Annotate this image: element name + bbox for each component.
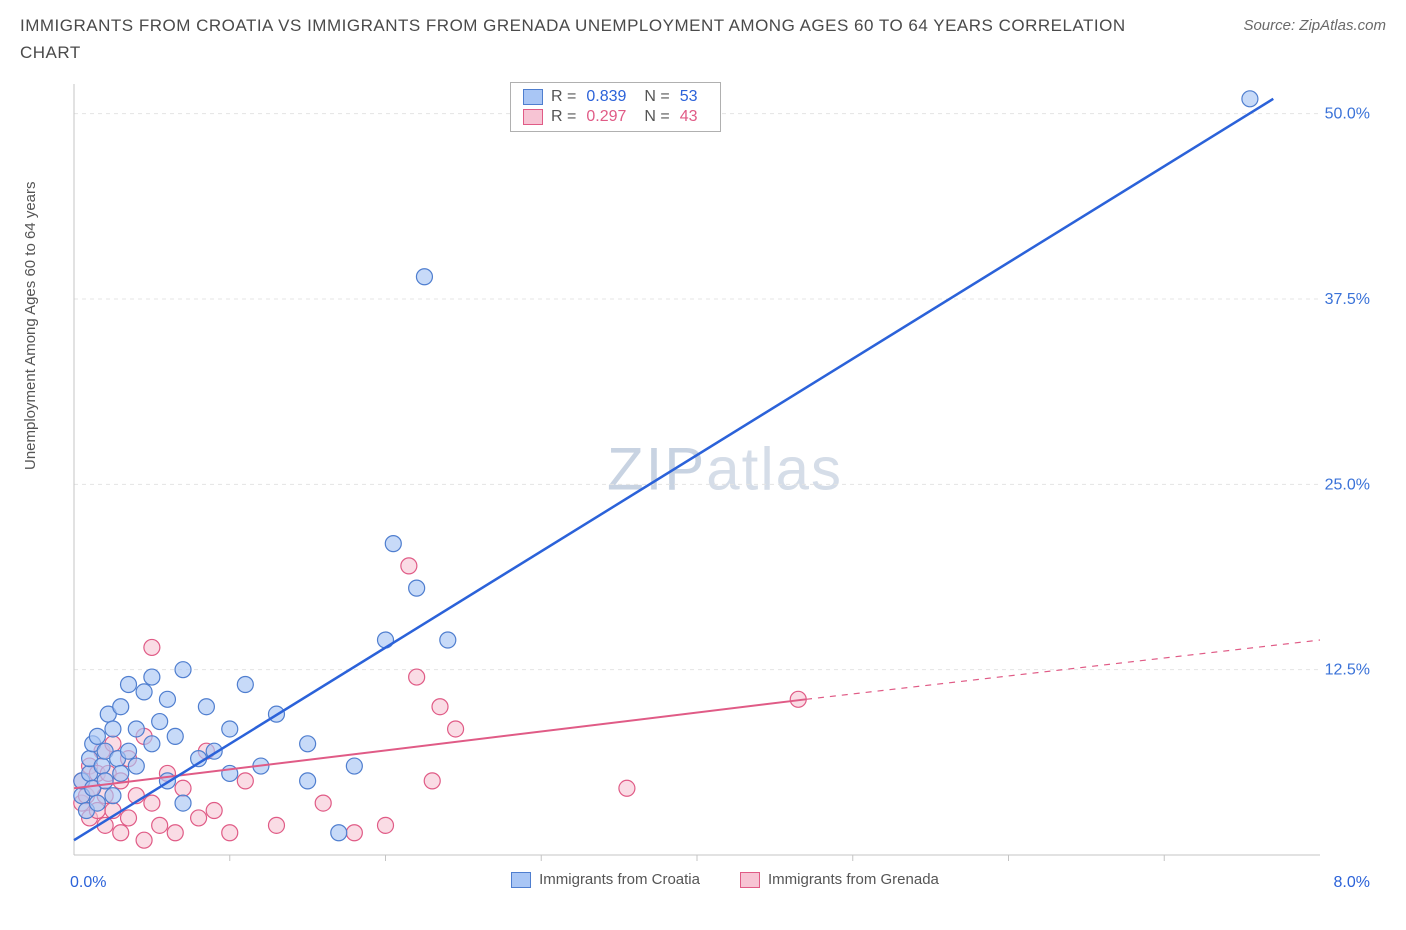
- chart-area: ZIPatlas 12.5%25.0%37.5%50.0% R = 0.839 …: [70, 80, 1380, 890]
- x-axis-origin-label: 0.0%: [70, 874, 106, 892]
- n-label: N =: [644, 88, 669, 106]
- swatch-croatia: [511, 872, 531, 888]
- legend-label: Immigrants from Croatia: [539, 871, 700, 888]
- r-value-grenada: 0.297: [586, 108, 626, 126]
- svg-text:25.0%: 25.0%: [1325, 476, 1370, 493]
- r-label: R =: [551, 88, 576, 106]
- legend-label: Immigrants from Grenada: [768, 871, 939, 888]
- svg-text:50.0%: 50.0%: [1325, 106, 1370, 123]
- n-label: N =: [644, 108, 669, 126]
- legend-item-croatia: Immigrants from Croatia: [511, 871, 700, 888]
- r-label: R =: [551, 108, 576, 126]
- legend-row-grenada: R = 0.297 N = 43: [523, 107, 708, 127]
- n-value-grenada: 43: [680, 108, 698, 126]
- n-value-croatia: 53: [680, 88, 698, 106]
- svg-text:12.5%: 12.5%: [1325, 662, 1370, 679]
- chart-title: IMMIGRANTS FROM CROATIA VS IMMIGRANTS FR…: [20, 12, 1140, 66]
- swatch-croatia: [523, 89, 543, 105]
- svg-text:37.5%: 37.5%: [1325, 291, 1370, 308]
- r-value-croatia: 0.839: [586, 88, 626, 106]
- y-axis-title: Unemployment Among Ages 60 to 64 years: [22, 181, 39, 470]
- bottom-legend: Immigrants from Croatia Immigrants from …: [70, 871, 1380, 888]
- legend-item-grenada: Immigrants from Grenada: [740, 871, 939, 888]
- swatch-grenada: [523, 109, 543, 125]
- source-attribution: Source: ZipAtlas.com: [1243, 17, 1386, 34]
- swatch-grenada: [740, 872, 760, 888]
- scatter-plot: 12.5% 25.0% 37.5% 50.0%: [70, 80, 1380, 890]
- legend-row-croatia: R = 0.839 N = 53: [523, 87, 708, 107]
- stats-legend-box: R = 0.839 N = 53 R = 0.297 N = 43: [510, 82, 721, 132]
- x-axis-max-label: 8.0%: [1334, 874, 1370, 892]
